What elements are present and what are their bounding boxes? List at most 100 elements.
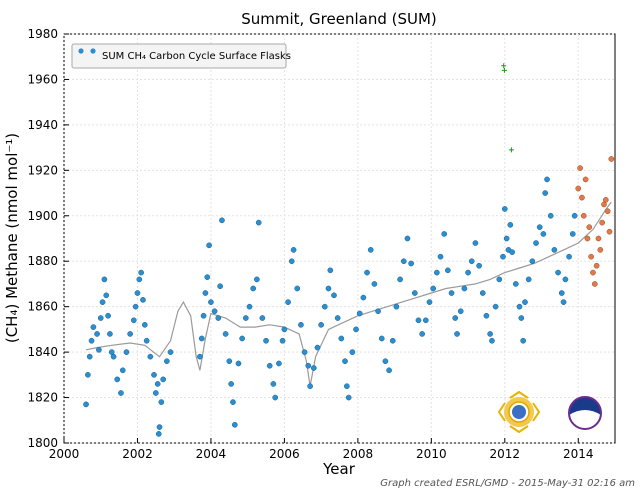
- data-point-flask: [327, 267, 334, 274]
- data-point-flask: [483, 312, 490, 319]
- data-point-flask: [136, 276, 143, 283]
- data-point-flask: [338, 335, 345, 342]
- data-point-flask: [360, 294, 367, 301]
- data-point-flask: [503, 235, 510, 242]
- data-point-flask: [518, 315, 525, 321]
- data-point-flask: [331, 292, 337, 299]
- data-point-preliminary: [602, 197, 609, 203]
- data-point-flask: [270, 381, 277, 387]
- data-point-flask: [307, 383, 313, 390]
- graph-credit: Graph created ESRL/GMD - 2015-May-31 02:…: [380, 478, 635, 489]
- data-point-flask: [147, 353, 154, 360]
- data-point-flask: [130, 317, 137, 324]
- data-point-flask: [228, 381, 234, 387]
- data-point-flask: [529, 258, 536, 265]
- data-point-flagged: [501, 63, 507, 69]
- data-point-flask: [507, 222, 514, 228]
- data-point-flask: [160, 376, 167, 383]
- data-point-flask: [433, 269, 440, 276]
- data-point-flask: [501, 206, 508, 212]
- data-point-flask: [285, 299, 291, 305]
- data-point-flask: [127, 331, 133, 337]
- data-point-flask: [97, 315, 104, 321]
- data-point-flask: [281, 326, 288, 333]
- x-tick-label: 2004: [196, 447, 227, 461]
- data-point-flask: [318, 321, 324, 328]
- data-point-flask: [566, 253, 572, 260]
- data-point-flask: [118, 390, 124, 396]
- data-point-flask: [562, 276, 569, 283]
- data-point-flask: [500, 253, 506, 260]
- data-point-flask: [263, 337, 269, 344]
- data-point-preliminary: [579, 194, 585, 201]
- data-point-flask: [123, 349, 130, 355]
- data-point-flask: [476, 262, 482, 269]
- data-point-flask: [99, 299, 106, 305]
- data-point-preliminary: [597, 247, 604, 253]
- data-point-preliminary: [608, 156, 615, 162]
- data-point-flask: [119, 367, 126, 374]
- data-point-preliminary: [606, 228, 613, 235]
- data-point-flask: [164, 358, 170, 365]
- data-point-flask: [96, 346, 102, 353]
- y-tick-label: 1900: [27, 209, 58, 223]
- data-point-flask: [569, 231, 576, 237]
- data-point-flask: [325, 285, 332, 292]
- x-tick-label: 2010: [416, 447, 447, 461]
- data-point-flask: [101, 276, 108, 283]
- y-axis-title: (CH₄) Methane (nmol mol⁻¹): [3, 133, 21, 343]
- data-point-flask: [200, 312, 207, 319]
- data-point-flask: [103, 292, 110, 299]
- data-point-preliminary: [595, 235, 602, 242]
- y-axis-ticks: 1800 1820 1840 1860 1880 1900 1920 1940 1960 1980: [27, 27, 69, 450]
- y-tick-label: 1920: [27, 163, 58, 177]
- data-point-flask: [378, 335, 385, 342]
- data-point-flask: [426, 299, 433, 305]
- data-point-flask: [143, 337, 150, 344]
- data-point-flask: [151, 371, 157, 378]
- x-tick-label: 2002: [122, 447, 153, 461]
- data-point-flask: [512, 281, 519, 287]
- data-point-flask: [375, 308, 381, 315]
- data-point-flask: [542, 190, 549, 196]
- data-point-flask: [266, 362, 273, 369]
- data-point-preliminary: [586, 224, 593, 230]
- data-point-flask: [411, 290, 418, 296]
- data-point-flask: [571, 212, 578, 219]
- data-point-flask: [558, 290, 565, 296]
- data-point-flask: [356, 310, 363, 317]
- data-point-flask: [415, 317, 422, 324]
- y-tick-label: 1940: [27, 118, 58, 132]
- data-point-flask: [202, 290, 209, 296]
- data-point-flask: [276, 360, 282, 367]
- data-point-flask: [468, 258, 475, 265]
- data-point-flask: [211, 308, 218, 315]
- x-axis-ticks: 2000 2002 2004 2006 2008 2010 2012 2014: [49, 438, 594, 461]
- data-point-flask: [367, 247, 374, 253]
- data-point-flask: [167, 349, 174, 355]
- data-point-flask: [536, 224, 543, 230]
- data-point-flask: [334, 315, 341, 321]
- data-point-flask: [310, 365, 317, 371]
- data-point-flask: [422, 317, 429, 324]
- data-point-flask: [134, 290, 141, 296]
- noaa-logo: [568, 396, 602, 433]
- data-point-flask: [389, 337, 396, 344]
- data-point-flask: [540, 231, 547, 237]
- data-point-flask: [226, 358, 233, 365]
- data-point-flask: [107, 331, 113, 337]
- data-point-flask: [516, 303, 523, 310]
- data-point-flask: [509, 249, 515, 255]
- data-point-flask: [206, 242, 212, 249]
- legend: SUM CH₄ Carbon Cycle Surface Flasks: [71, 43, 291, 69]
- data-point-flask: [454, 331, 460, 337]
- data-point-flask: [230, 399, 236, 405]
- data-point-flask: [419, 331, 425, 337]
- data-point-preliminary: [599, 219, 605, 226]
- data-point-flask: [141, 321, 148, 328]
- data-point-flask: [217, 283, 223, 290]
- data-point-flask: [239, 335, 246, 342]
- data-point-flask: [349, 349, 356, 355]
- chart-title: Summit, Greenland (SUM): [241, 10, 437, 28]
- data-point-flask: [156, 424, 163, 430]
